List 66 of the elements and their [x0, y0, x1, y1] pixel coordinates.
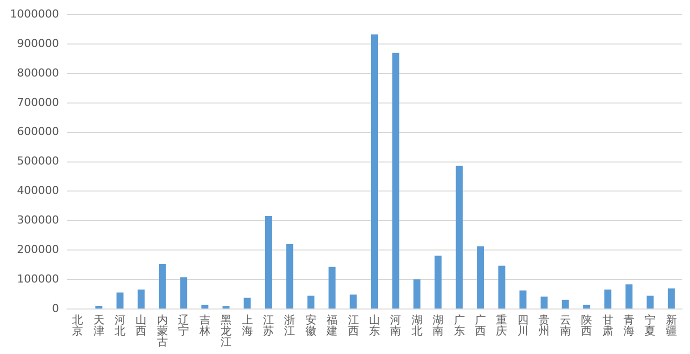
- y-tick-label: 1000000: [10, 7, 59, 20]
- x-tick-label: 重庆: [496, 313, 508, 338]
- bar: [264, 216, 272, 308]
- x-tick-label: 宁夏: [644, 313, 656, 338]
- x-tick-label: 四川: [517, 313, 528, 338]
- bar: [540, 296, 548, 308]
- bar: [286, 244, 294, 308]
- x-tick-label: 吉林: [198, 313, 210, 338]
- y-tick-label: 700000: [16, 96, 59, 109]
- y-tick-label: 100000: [16, 272, 59, 286]
- x-tick-label: 辽宁: [178, 313, 190, 338]
- x-tick-label: 江西: [348, 313, 359, 338]
- y-tick-label: 400000: [16, 184, 59, 198]
- bar: [583, 304, 590, 308]
- bar: [328, 266, 336, 308]
- x-tick-label: 河南: [390, 313, 402, 338]
- bar: [456, 166, 463, 308]
- x-tick-label: 广东: [454, 313, 465, 338]
- bar: [498, 266, 506, 308]
- x-tick-label: 黑龙江: [220, 313, 232, 348]
- x-tick-label: 湖南: [432, 313, 444, 338]
- bar: [244, 298, 251, 308]
- bar: [201, 304, 208, 308]
- x-tick-label: 江苏: [262, 313, 274, 338]
- y-tick-label: 600000: [16, 125, 59, 138]
- x-tick-label: 山东: [368, 313, 380, 338]
- bar: [604, 290, 612, 308]
- bar: [477, 246, 484, 308]
- x-tick-label: 云南: [560, 313, 571, 338]
- bar: [370, 34, 378, 308]
- bar: [158, 264, 166, 308]
- bar: [625, 284, 632, 308]
- x-tick-label: 贵州: [538, 313, 550, 338]
- bar: [392, 52, 400, 308]
- y-tick-label: 900000: [16, 36, 59, 50]
- bar: [519, 290, 526, 308]
- y-tick-label: 800000: [16, 66, 59, 80]
- bar: [668, 288, 675, 308]
- y-tick-label: 300000: [16, 214, 59, 227]
- x-tick-label: 河北: [114, 313, 126, 338]
- bar: [413, 279, 420, 308]
- x-tick-label: 天津: [93, 313, 104, 338]
- x-tick-label: 浙江: [284, 313, 296, 338]
- bar: [180, 277, 188, 308]
- x-tick-label: 山西: [136, 313, 147, 338]
- x-tick-label: 内蒙古: [156, 313, 168, 348]
- x-tick-label: 福建: [326, 313, 338, 338]
- y-tick-label: 200000: [16, 242, 59, 256]
- x-tick-label: 陕西: [581, 313, 592, 338]
- x-tick-label: 湖北: [411, 313, 422, 338]
- x-tick-label: 新疆: [666, 313, 677, 338]
- x-tick-label: 上海: [242, 313, 253, 338]
- bar: [350, 294, 357, 308]
- x-tick-label: 甘肃: [602, 313, 614, 338]
- bar: [138, 290, 145, 308]
- bar: [307, 296, 314, 308]
- x-tick-label: 青海: [623, 313, 634, 338]
- bar: [116, 292, 124, 308]
- x-tick-label: 广西: [475, 313, 486, 338]
- y-tick-label: 500000: [16, 154, 59, 168]
- bar: [434, 256, 442, 308]
- y-tick-label: 0: [52, 302, 59, 315]
- bar: [562, 300, 569, 308]
- x-tick-label: 北京: [72, 313, 84, 338]
- x-tick-label: 安徽: [305, 313, 316, 338]
- bar: [646, 296, 654, 308]
